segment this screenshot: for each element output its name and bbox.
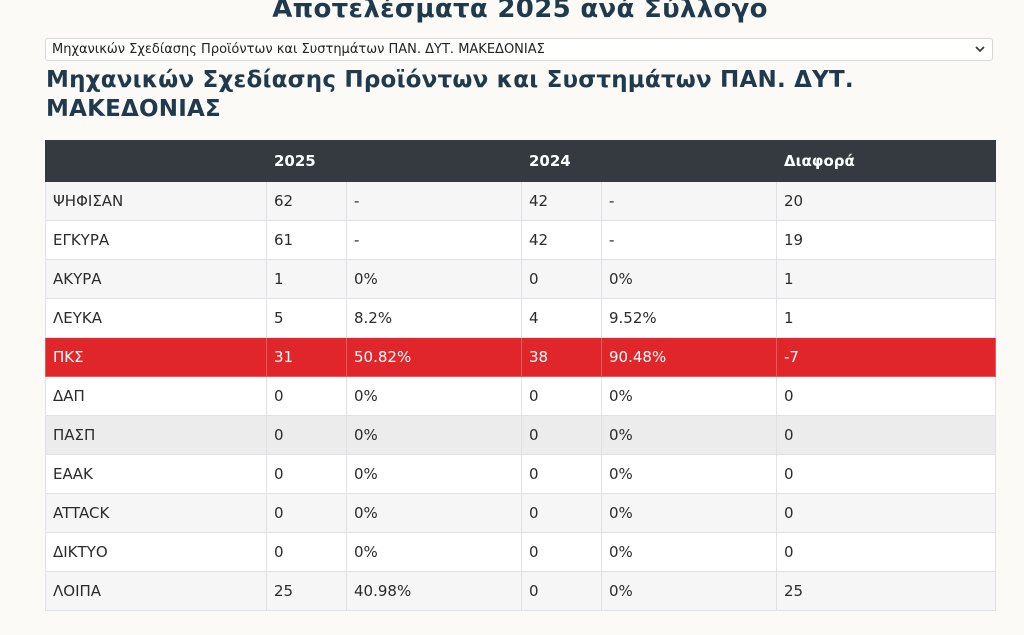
table-row: ΨΗΦΙΣΑΝ 62 - 42 - 20 <box>45 181 996 221</box>
percent-2024: - <box>601 220 777 260</box>
table-row: ΔΙΚΤΥΟ 0 0% 0 0% 0 <box>45 532 996 572</box>
percent-2025: 0% <box>346 376 522 416</box>
difference: 19 <box>776 220 996 260</box>
row-label: ΠΑΣΠ <box>45 415 267 455</box>
votes-2024: 0 <box>521 415 602 455</box>
votes-2024: 0 <box>521 259 602 299</box>
percent-2025: 40.98% <box>346 571 522 611</box>
difference: -7 <box>776 337 996 377</box>
row-label: ΔΑΠ <box>45 376 267 416</box>
percent-2024: 9.52% <box>601 298 777 338</box>
table-row: ΑΚΥΡΑ 1 0% 0 0% 1 <box>45 259 996 299</box>
table-row: ΕΓΚΥΡΑ 61 - 42 - 19 <box>45 220 996 260</box>
percent-2024: 90.48% <box>601 337 777 377</box>
votes-2024: 42 <box>521 181 602 221</box>
row-label: ΔΙΚΤΥΟ <box>45 532 267 572</box>
row-label: ΠΚΣ <box>45 337 267 377</box>
percent-2025: 0% <box>346 415 522 455</box>
percent-2024: 0% <box>601 454 777 494</box>
votes-2024: 0 <box>521 493 602 533</box>
page-title: Αποτελέσματα 2025 ανά Σύλλογο <box>272 0 768 24</box>
table-row: ΛΟΙΠΑ 25 40.98% 0 0% 25 <box>45 571 996 611</box>
chevron-down-icon <box>975 46 985 53</box>
row-label: ΕΑΑΚ <box>45 454 267 494</box>
percent-2025: 0% <box>346 532 522 572</box>
votes-2025: 62 <box>266 181 347 221</box>
row-label: ΛΕΥΚΑ <box>45 298 267 338</box>
percent-2024: 0% <box>601 493 777 533</box>
percent-2025: - <box>346 220 522 260</box>
difference: 25 <box>776 571 996 611</box>
percent-2025: 0% <box>346 454 522 494</box>
difference: 0 <box>776 376 996 416</box>
difference: 1 <box>776 298 996 338</box>
votes-2024: 0 <box>521 532 602 572</box>
percent-2024: 0% <box>601 415 777 455</box>
difference: 0 <box>776 415 996 455</box>
votes-2025: 1 <box>266 259 347 299</box>
header-2025: 2025 <box>266 140 347 182</box>
row-label: ΕΓΚΥΡΑ <box>45 220 267 260</box>
header-2024-percent <box>601 140 777 182</box>
percent-2025: - <box>346 181 522 221</box>
votes-2024: 0 <box>521 454 602 494</box>
table-row: ΛΕΥΚΑ 5 8.2% 4 9.52% 1 <box>45 298 996 338</box>
percent-2024: - <box>601 181 777 221</box>
header-2025-percent <box>346 140 522 182</box>
club-select-value: Μηχανικών Σχεδίασης Προϊόντων και Συστημ… <box>52 42 545 57</box>
percent-2024: 0% <box>601 376 777 416</box>
results-table: 2025 2024 Διαφορά ΨΗΦΙΣΑΝ 62 - 42 - 20 Ε… <box>45 140 996 611</box>
percent-2024: 0% <box>601 571 777 611</box>
votes-2024: 4 <box>521 298 602 338</box>
header-2024: 2024 <box>521 140 602 182</box>
club-select[interactable]: Μηχανικών Σχεδίασης Προϊόντων και Συστημ… <box>45 38 993 61</box>
row-label: ΑΚΥΡΑ <box>45 259 267 299</box>
table-row: ΔΑΠ 0 0% 0 0% 0 <box>45 376 996 416</box>
votes-2025: 5 <box>266 298 347 338</box>
percent-2024: 0% <box>601 532 777 572</box>
percent-2025: 0% <box>346 259 522 299</box>
votes-2024: 0 <box>521 571 602 611</box>
difference: 0 <box>776 493 996 533</box>
difference: 0 <box>776 454 996 494</box>
difference: 20 <box>776 181 996 221</box>
table-row: ATTACK 0 0% 0 0% 0 <box>45 493 996 533</box>
table-row: ΕΑΑΚ 0 0% 0 0% 0 <box>45 454 996 494</box>
header-label <box>45 140 267 182</box>
votes-2024: 0 <box>521 376 602 416</box>
votes-2025: 0 <box>266 532 347 572</box>
percent-2024: 0% <box>601 259 777 299</box>
percent-2025: 0% <box>346 493 522 533</box>
votes-2025: 0 <box>266 415 347 455</box>
votes-2024: 42 <box>521 220 602 260</box>
percent-2025: 8.2% <box>346 298 522 338</box>
table-row-highlighted: ΠΚΣ 31 50.82% 38 90.48% -7 <box>45 337 996 377</box>
votes-2025: 25 <box>266 571 347 611</box>
votes-2025: 61 <box>266 220 347 260</box>
header-difference: Διαφορά <box>776 140 996 182</box>
club-title: Μηχανικών Σχεδίασης Προϊόντων και Συστημ… <box>46 67 854 122</box>
row-label: ΨΗΦΙΣΑΝ <box>45 181 267 221</box>
difference: 1 <box>776 259 996 299</box>
table-header-row: 2025 2024 Διαφορά <box>45 140 996 182</box>
percent-2025: 50.82% <box>346 337 522 377</box>
row-label: ATTACK <box>45 493 267 533</box>
table-row: ΠΑΣΠ 0 0% 0 0% 0 <box>45 415 996 455</box>
votes-2024: 38 <box>521 337 602 377</box>
votes-2025: 0 <box>266 454 347 494</box>
votes-2025: 0 <box>266 493 347 533</box>
row-label: ΛΟΙΠΑ <box>45 571 267 611</box>
votes-2025: 0 <box>266 376 347 416</box>
difference: 0 <box>776 532 996 572</box>
votes-2025: 31 <box>266 337 347 377</box>
